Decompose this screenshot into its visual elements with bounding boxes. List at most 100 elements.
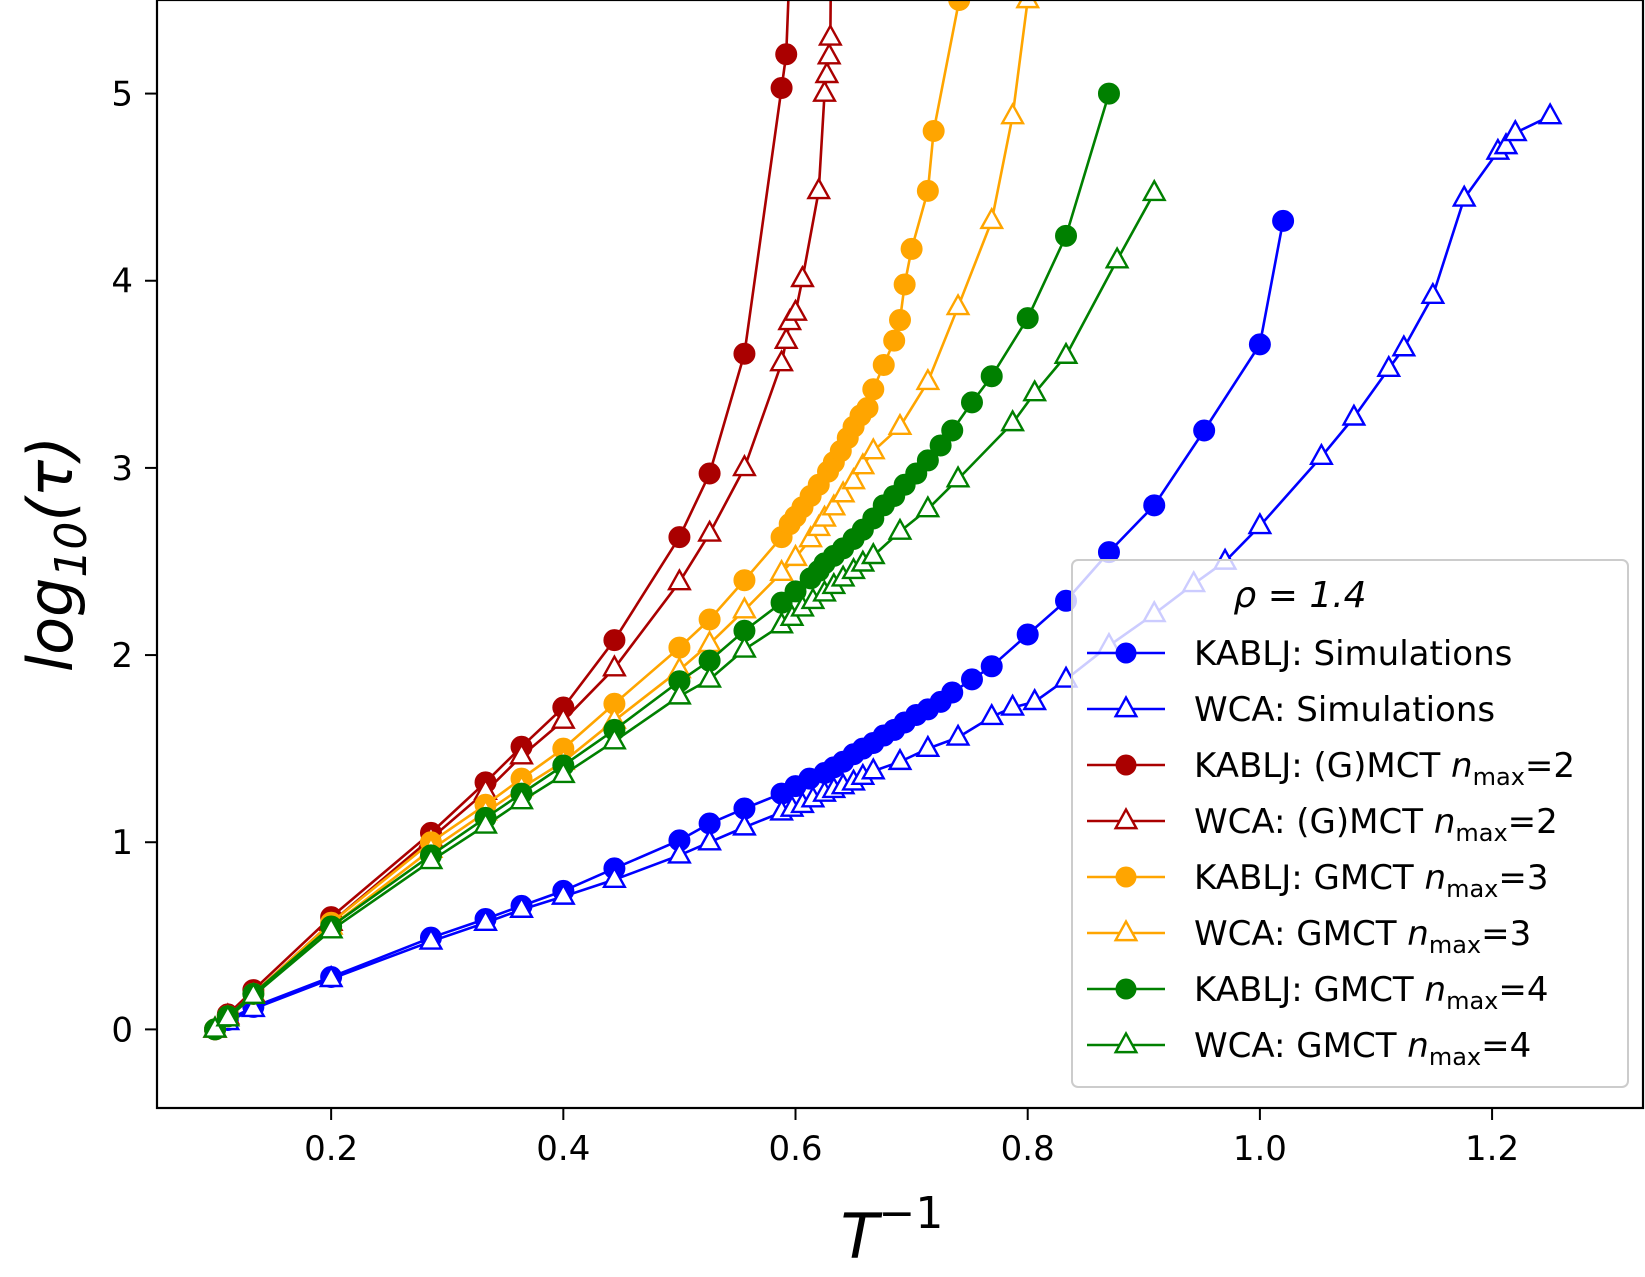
data-point [1309, 442, 1334, 466]
legend-label-tail: =2 [1525, 746, 1575, 786]
data-point [812, 504, 837, 527]
legend-label-main: KABLJ: (G)MCT [1194, 746, 1451, 786]
data-point [798, 525, 823, 548]
data-point [732, 596, 757, 619]
legend-label: KABLJ: GMCT nmax=4 [1194, 970, 1549, 1015]
data-point [860, 437, 886, 460]
data-point [1022, 379, 1048, 402]
x-axis-title-main: T [841, 1200, 883, 1273]
series-3 [202, 0, 843, 1038]
data-point [1055, 224, 1078, 247]
y-tick-label: 4 [111, 262, 133, 302]
series-line [214, 93, 1111, 1031]
legend-label-var: n [1434, 802, 1456, 842]
legend-label-main: WCA: GMCT [1194, 914, 1407, 954]
y-tick-label: 2 [111, 636, 133, 676]
data-point [916, 179, 939, 202]
data-point [667, 568, 692, 591]
series-5 [202, 0, 1041, 1038]
legend-marker [1115, 866, 1137, 888]
y-axis-title-tail: (τ) [14, 436, 87, 522]
data-point [1143, 494, 1166, 517]
y-tick-label: 5 [111, 75, 133, 115]
data-point [667, 682, 692, 705]
data-point [821, 493, 847, 516]
data-point [1341, 403, 1367, 426]
legend-label: WCA: GMCT nmax=4 [1194, 1026, 1531, 1071]
data-point [850, 452, 876, 475]
data-point [945, 723, 971, 746]
legend-label-sub: max [1429, 1043, 1481, 1071]
x-tick-label: 1.0 [1233, 1129, 1287, 1169]
data-point [769, 349, 794, 372]
legend-label-sub: max [1429, 931, 1481, 959]
data-point [979, 206, 1005, 230]
y-tick-label: 1 [111, 823, 133, 863]
legend-label: WCA: GMCT nmax=3 [1194, 914, 1531, 959]
legend-label-main: WCA: GMCT [1194, 1026, 1407, 1066]
data-point [783, 298, 808, 321]
data-point [418, 927, 444, 950]
legend-label-tail: =2 [1508, 802, 1558, 842]
y-axis-title-main: log [14, 578, 87, 673]
x-axis-title: T−1 [841, 1188, 944, 1273]
legend-label-sub: max [1446, 987, 1498, 1015]
data-point [602, 865, 627, 888]
data-point [893, 273, 916, 296]
data-point [1097, 82, 1120, 105]
data-point [916, 449, 939, 472]
data-point [862, 378, 885, 401]
data-point [1493, 132, 1519, 155]
legend-marker [1113, 919, 1139, 942]
data-point [945, 465, 971, 488]
legend-marker [1113, 695, 1139, 718]
data-point [769, 558, 794, 582]
legend-label-main: KABLJ: GMCT [1194, 970, 1425, 1010]
data-point [240, 981, 266, 1005]
legend-entry: KABLJ: GMCT nmax=3 [1087, 858, 1549, 903]
data-point [698, 462, 721, 485]
data-point [1016, 307, 1039, 330]
data-point [602, 654, 627, 677]
data-point [1193, 419, 1216, 442]
legend-label-tail: =3 [1481, 914, 1531, 954]
data-point [697, 828, 722, 851]
data-point [473, 908, 498, 932]
legend-label-sub: max [1446, 875, 1498, 903]
data-point [668, 636, 691, 659]
data-point [960, 391, 983, 414]
legend-entry: WCA: GMCT nmax=4 [1087, 1026, 1531, 1071]
series-line [214, 0, 961, 1031]
data-point [860, 757, 886, 780]
series-7 [202, 178, 1167, 1038]
legend-box [1071, 559, 1629, 1088]
data-point [550, 760, 576, 784]
legend-label-main: KABLJ: Simulations [1194, 634, 1512, 674]
data-point [790, 264, 815, 288]
data-point [1000, 102, 1026, 125]
data-point [872, 353, 895, 376]
data-point [697, 519, 722, 542]
data-point [1104, 246, 1130, 269]
data-point [697, 665, 722, 688]
data-point [770, 76, 793, 99]
data-point [887, 747, 913, 771]
legend-label-tail: =4 [1481, 1026, 1531, 1066]
data-point [1015, 0, 1041, 9]
x-tick-label: 0.6 [768, 1129, 822, 1169]
legend-label: KABLJ: GMCT nmax=3 [1194, 858, 1549, 903]
data-point [1248, 333, 1271, 356]
data-point [202, 1015, 228, 1038]
legend-label-tail: =3 [1498, 858, 1548, 898]
data-point [922, 120, 945, 143]
data-point [1451, 184, 1477, 207]
data-point [1272, 209, 1295, 232]
data-point [941, 681, 964, 704]
legend-entries: KABLJ: Simulations WCA: Simulations KABLJ:… [1087, 634, 1575, 1071]
legend-marker [1115, 642, 1137, 664]
data-point [1376, 354, 1402, 378]
x-tick-label: 0.4 [536, 1129, 590, 1169]
data-point [900, 237, 923, 260]
data-point [889, 309, 911, 332]
